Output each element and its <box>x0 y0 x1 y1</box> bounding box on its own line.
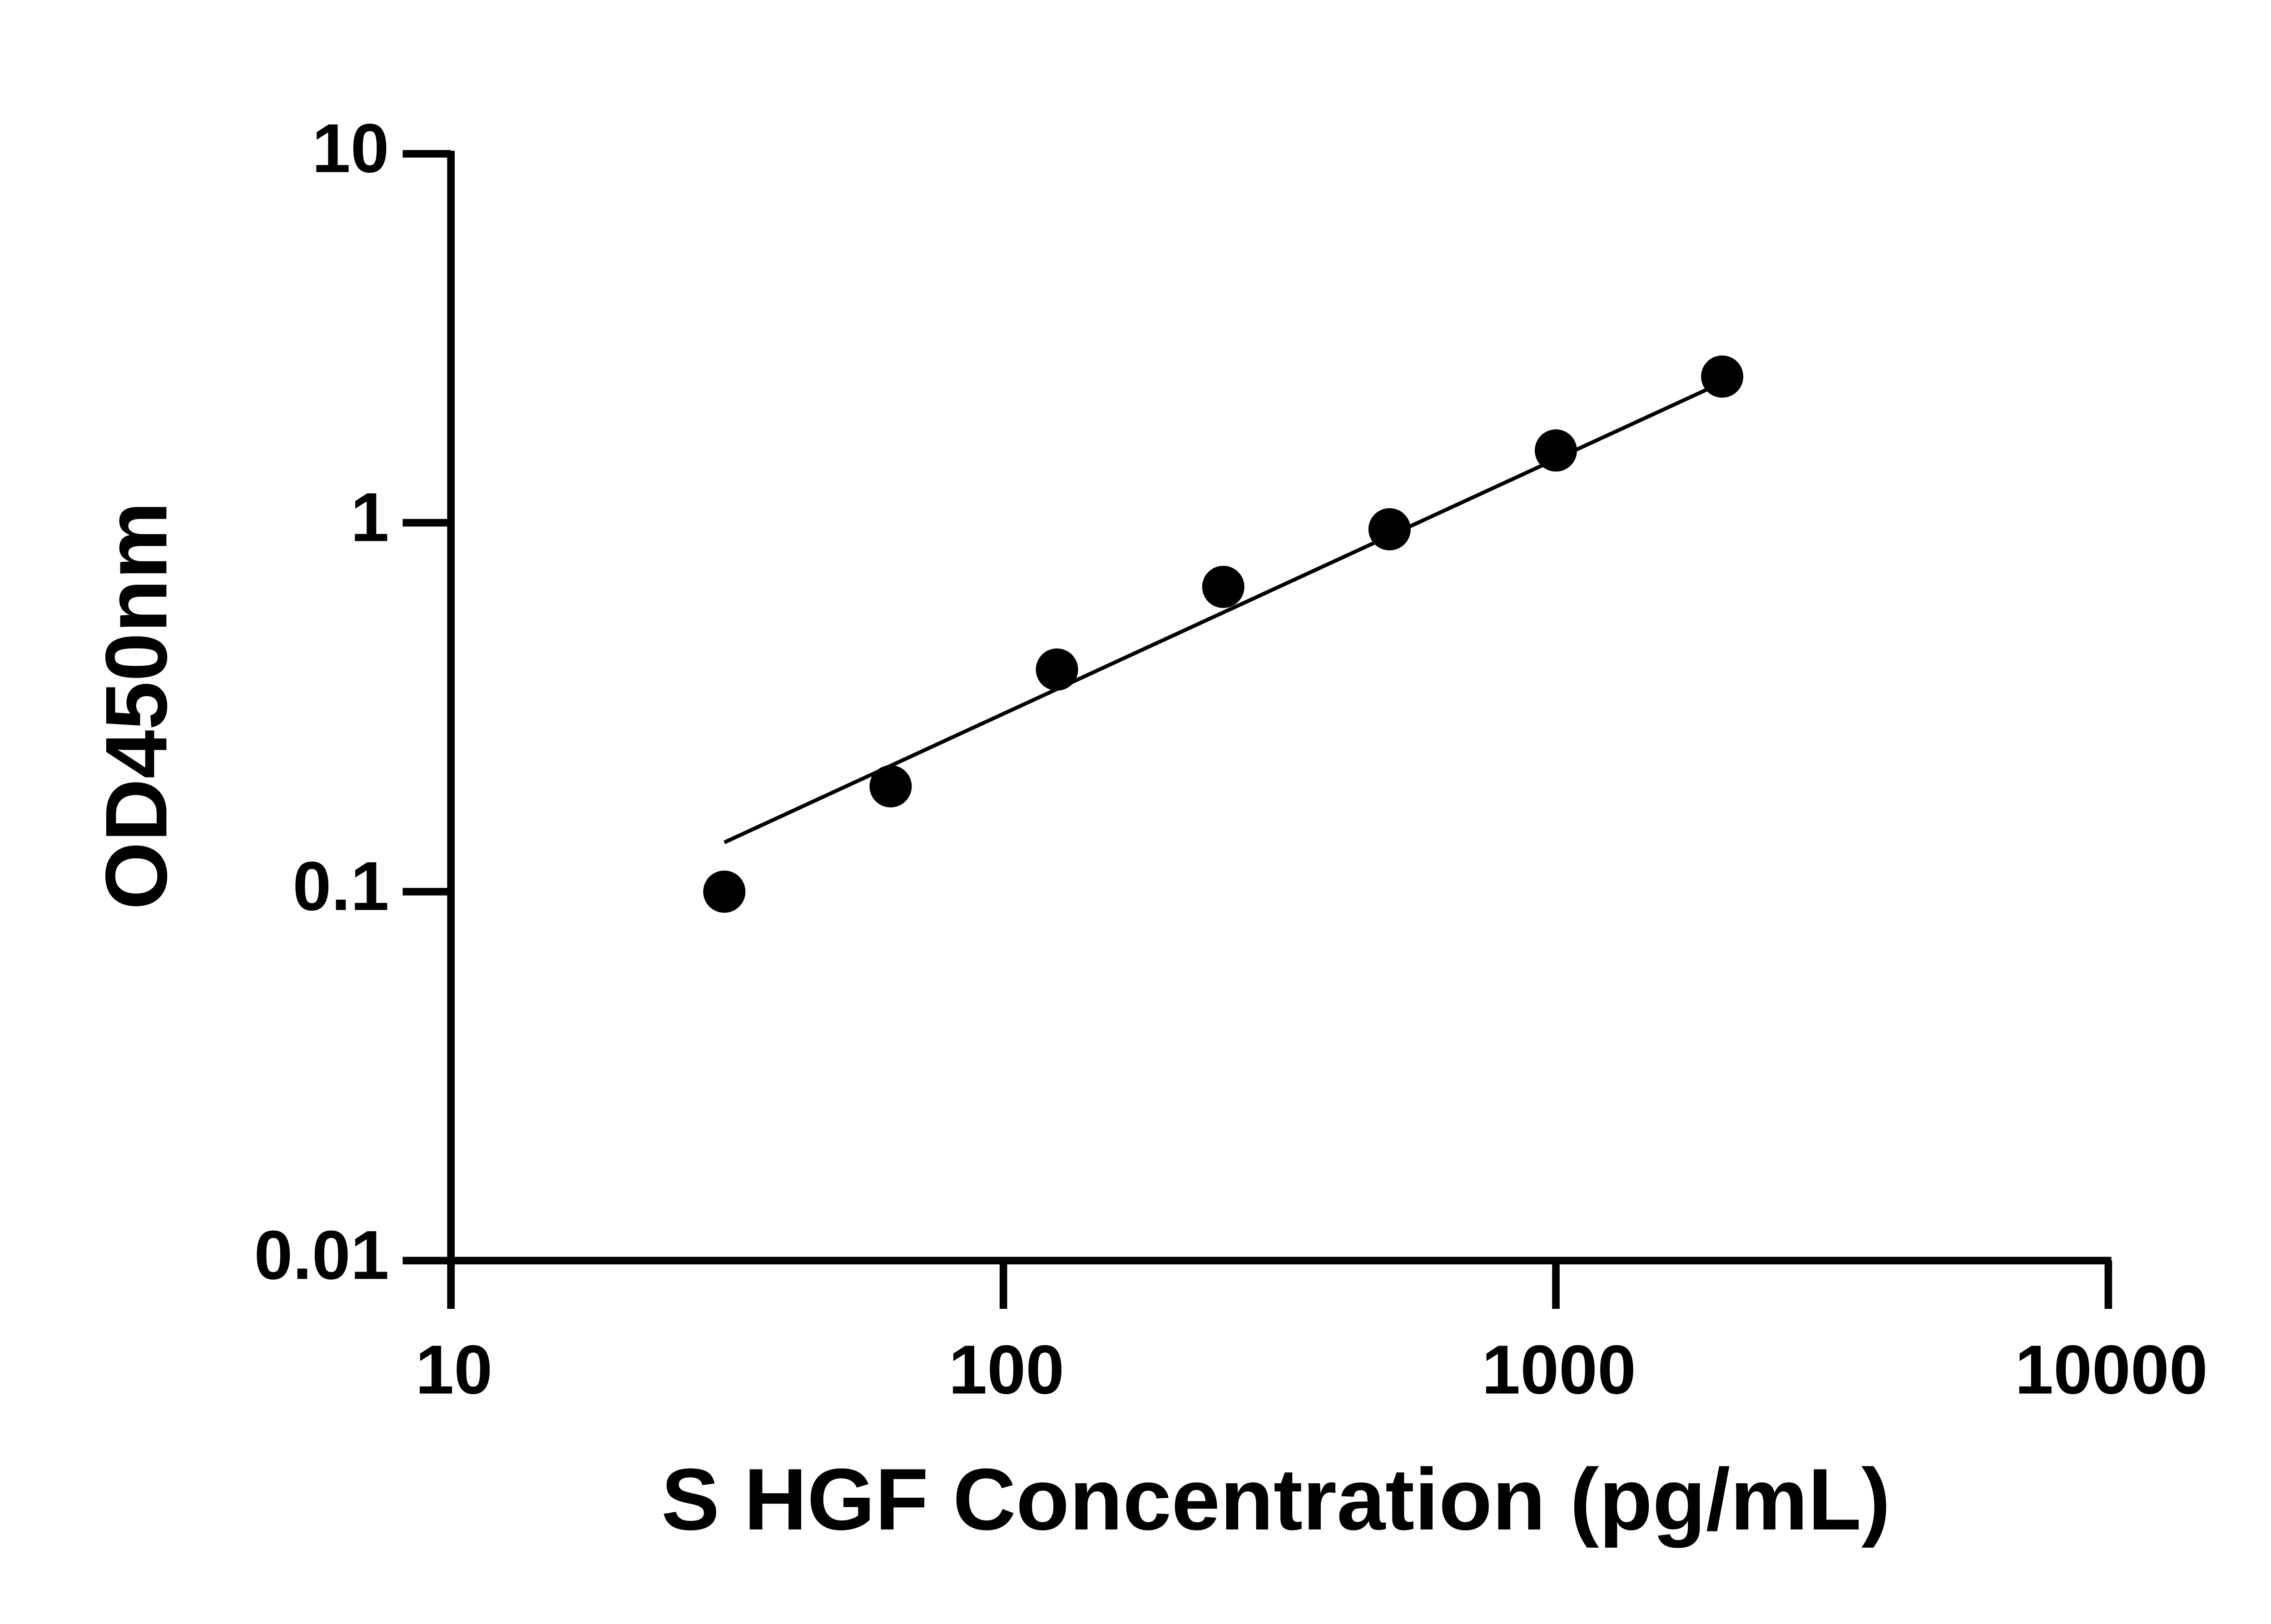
y-tick-label: 0.1 <box>293 848 389 925</box>
x-tick-label: 10 <box>416 1331 493 1408</box>
x-tick-label: 100 <box>948 1331 1064 1408</box>
y-axis-title: OD450nm <box>87 501 185 910</box>
y-tick-label: 10 <box>312 110 389 187</box>
data-point <box>1368 508 1411 550</box>
x-axis-title: S HGF Concentration (pg/mL) <box>661 1451 1890 1548</box>
data-point <box>1036 648 1078 691</box>
data-point <box>703 870 746 913</box>
data-point <box>1701 355 1744 398</box>
data-point <box>1535 429 1577 472</box>
x-tick-label: 1000 <box>1482 1331 1636 1408</box>
data-point <box>869 765 912 807</box>
data-point <box>1202 565 1245 608</box>
y-tick-label: 0.01 <box>254 1217 389 1294</box>
y-tick-label: 1 <box>351 479 389 556</box>
x-tick-label: 10000 <box>2015 1331 2208 1408</box>
